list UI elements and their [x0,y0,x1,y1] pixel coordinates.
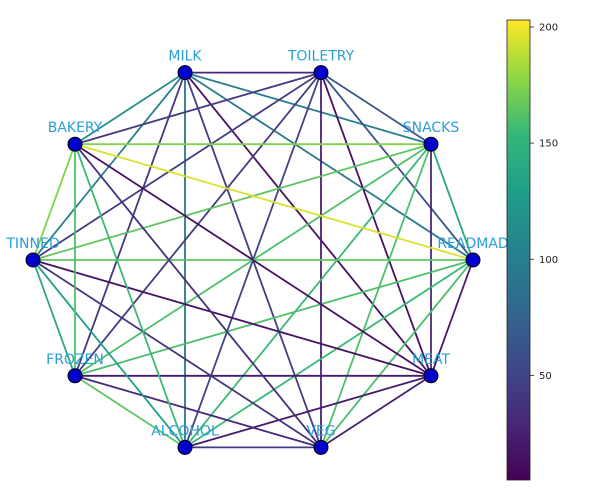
colorbar-tick-label: 50 [539,371,552,382]
node-label-snacks: SNACKS [403,120,460,136]
edge-meat-veg [320,375,432,449]
edge-snacks-readmad [430,143,474,261]
edge-toiletry-snacks [320,71,432,145]
node-toiletry [313,65,329,81]
colorbar-tick-label: 200 [539,23,558,34]
node-snacks [423,136,439,152]
edge-readmad-bakery [74,143,474,261]
edge-layer [32,71,474,449]
edge-veg-frozen [74,374,322,449]
edge-snacks-veg [320,143,432,448]
node-label-layer: MILK TOILETRY SNACKS READMAD MEAT VEG ALCOHOL F… [5,49,508,440]
edge-tinned-bakery [32,143,76,261]
node-milk [177,65,193,81]
edge-meat-tinned [32,259,432,377]
node-label-alcohol: ALCOHOL [151,423,219,439]
edge-meat-alcohol [184,374,432,449]
edge-meat-bakery [74,143,432,377]
node-label-readmad: READMAD [437,236,508,252]
colorbar-tick-label: 150 [539,139,558,150]
node-tinned [25,252,41,268]
edge-veg-tinned [32,259,322,449]
edge-toiletry-meat [320,72,432,377]
edge-veg-bakery [74,143,322,448]
edge-frozen-tinned [32,259,76,377]
colorbar-tick-label: 100 [539,255,558,266]
edge-milk-frozen [74,72,186,377]
edge-alcohol-tinned [32,259,186,448]
colorbar: 50 100 150 200 [506,19,558,481]
node-veg [313,439,329,455]
node-label-frozen: FROZEN [46,352,104,368]
edge-alcohol-bakery [74,143,186,448]
edge-readmad-frozen [74,259,474,377]
node-frozen [67,368,83,384]
colorbar-ticks: 50 100 150 200 [530,23,558,382]
edge-milk-bakery [74,71,186,145]
node-label-tinned: TINNED [5,236,59,252]
node-alcohol [177,439,193,455]
edge-toiletry-bakery [74,71,322,146]
edge-snacks-tinned [32,143,432,261]
node-label-veg: VEG [306,423,335,439]
node-readmad [465,252,481,268]
node-bakery [67,136,83,152]
edge-alcohol-frozen [74,375,186,449]
edge-readmad-meat [430,259,474,377]
edge-readmad-alcohol [184,259,474,449]
node-label-toiletry: TOILETRY [287,49,355,65]
edge-toiletry-tinned [32,71,322,261]
edge-milk-readmad [184,71,474,261]
node-layer [25,65,481,455]
node-label-meat: MEAT [412,352,450,368]
colorbar-bar [506,19,531,481]
node-label-milk: MILK [168,49,202,65]
node-meat [423,368,439,384]
node-label-bakery: BAKERY [48,120,103,136]
